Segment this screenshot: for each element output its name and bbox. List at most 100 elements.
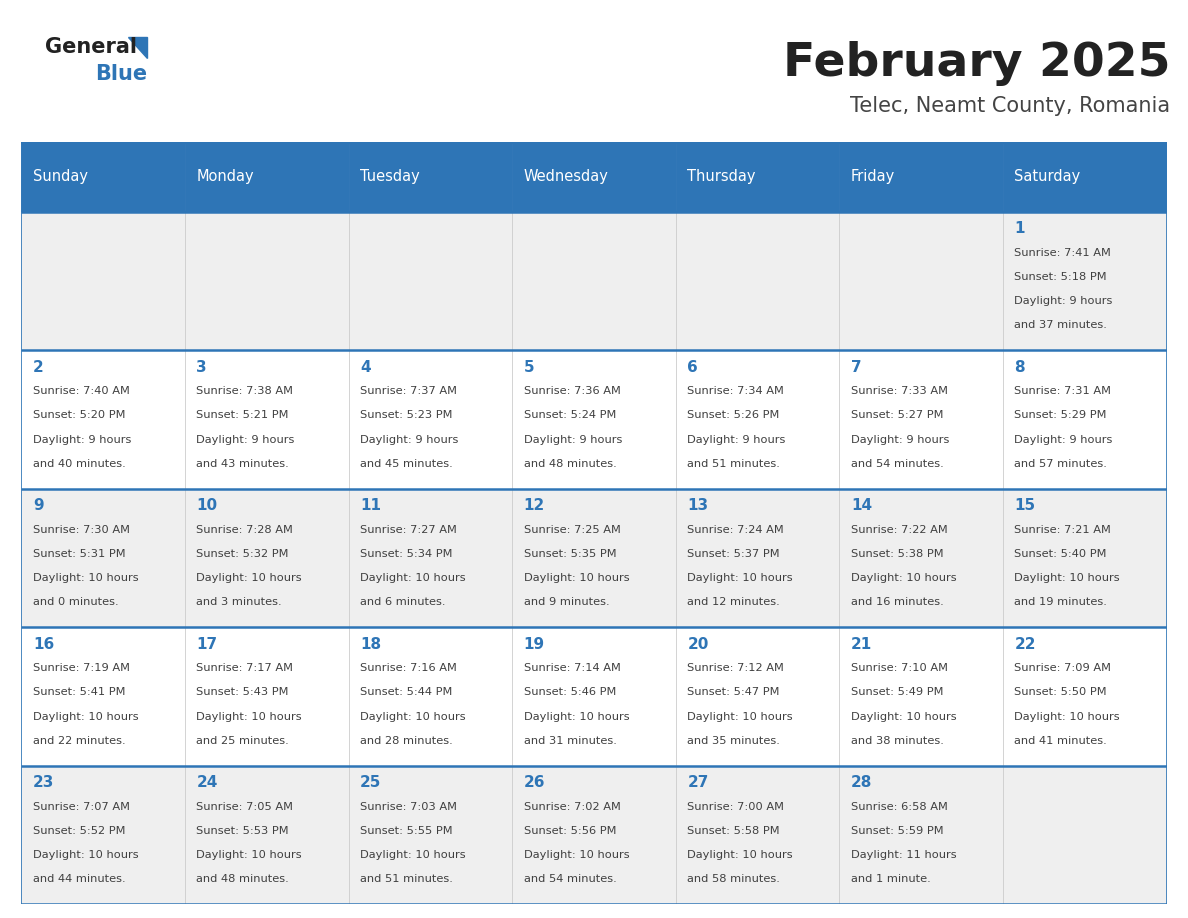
Text: February 2025: February 2025	[783, 41, 1170, 86]
FancyBboxPatch shape	[348, 142, 512, 211]
Text: Daylight: 9 hours: Daylight: 9 hours	[196, 434, 295, 444]
Text: and 25 minutes.: and 25 minutes.	[196, 736, 289, 746]
Text: 12: 12	[524, 498, 545, 513]
Text: 16: 16	[33, 637, 55, 652]
Text: Sunset: 5:18 PM: Sunset: 5:18 PM	[1015, 272, 1107, 282]
Text: 9: 9	[33, 498, 44, 513]
FancyBboxPatch shape	[21, 766, 1167, 904]
Text: 15: 15	[1015, 498, 1036, 513]
Text: 25: 25	[360, 776, 381, 790]
Text: Daylight: 9 hours: Daylight: 9 hours	[360, 434, 459, 444]
Text: Daylight: 9 hours: Daylight: 9 hours	[524, 434, 623, 444]
FancyBboxPatch shape	[21, 142, 185, 211]
FancyBboxPatch shape	[21, 350, 1167, 488]
Text: Daylight: 9 hours: Daylight: 9 hours	[1015, 434, 1113, 444]
Text: Blue: Blue	[95, 64, 147, 84]
Text: Daylight: 10 hours: Daylight: 10 hours	[524, 573, 630, 583]
Text: Daylight: 10 hours: Daylight: 10 hours	[360, 850, 466, 860]
Text: 13: 13	[687, 498, 708, 513]
Text: 19: 19	[524, 637, 545, 652]
Text: Sunset: 5:46 PM: Sunset: 5:46 PM	[524, 688, 617, 698]
Text: Sunrise: 7:09 AM: Sunrise: 7:09 AM	[1015, 663, 1112, 673]
Text: Daylight: 10 hours: Daylight: 10 hours	[360, 573, 466, 583]
FancyBboxPatch shape	[1003, 142, 1167, 211]
Text: and 48 minutes.: and 48 minutes.	[524, 459, 617, 469]
Text: Sunrise: 7:24 AM: Sunrise: 7:24 AM	[687, 525, 784, 534]
Text: and 51 minutes.: and 51 minutes.	[360, 875, 453, 884]
Text: 22: 22	[1015, 637, 1036, 652]
Text: Daylight: 10 hours: Daylight: 10 hours	[33, 711, 139, 722]
FancyBboxPatch shape	[21, 627, 1167, 766]
Text: Wednesday: Wednesday	[524, 170, 608, 185]
Text: Sunrise: 7:12 AM: Sunrise: 7:12 AM	[687, 663, 784, 673]
Text: and 45 minutes.: and 45 minutes.	[360, 459, 453, 469]
Text: and 44 minutes.: and 44 minutes.	[33, 875, 126, 884]
Text: and 22 minutes.: and 22 minutes.	[33, 736, 126, 746]
Text: 3: 3	[196, 360, 207, 375]
Text: and 38 minutes.: and 38 minutes.	[851, 736, 943, 746]
Text: Sunrise: 7:34 AM: Sunrise: 7:34 AM	[687, 386, 784, 396]
Text: Sunset: 5:59 PM: Sunset: 5:59 PM	[851, 826, 943, 836]
Text: Daylight: 9 hours: Daylight: 9 hours	[33, 434, 131, 444]
Text: 26: 26	[524, 776, 545, 790]
Text: 8: 8	[1015, 360, 1025, 375]
Text: Daylight: 10 hours: Daylight: 10 hours	[33, 573, 139, 583]
Text: 17: 17	[196, 637, 217, 652]
Text: Daylight: 10 hours: Daylight: 10 hours	[687, 850, 792, 860]
Text: Sunset: 5:31 PM: Sunset: 5:31 PM	[33, 549, 126, 559]
Text: 4: 4	[360, 360, 371, 375]
Text: Sunset: 5:49 PM: Sunset: 5:49 PM	[851, 688, 943, 698]
Text: Sunset: 5:41 PM: Sunset: 5:41 PM	[33, 688, 126, 698]
Text: 28: 28	[851, 776, 872, 790]
Text: Sunrise: 7:16 AM: Sunrise: 7:16 AM	[360, 663, 457, 673]
Text: Daylight: 10 hours: Daylight: 10 hours	[196, 850, 302, 860]
Text: and 41 minutes.: and 41 minutes.	[1015, 736, 1107, 746]
Text: Sunset: 5:38 PM: Sunset: 5:38 PM	[851, 549, 943, 559]
Text: Saturday: Saturday	[1015, 170, 1081, 185]
Text: and 54 minutes.: and 54 minutes.	[851, 459, 943, 469]
Text: General: General	[45, 37, 137, 57]
Text: and 48 minutes.: and 48 minutes.	[196, 875, 289, 884]
Text: Sunrise: 7:25 AM: Sunrise: 7:25 AM	[524, 525, 620, 534]
Text: Sunrise: 7:27 AM: Sunrise: 7:27 AM	[360, 525, 457, 534]
FancyBboxPatch shape	[21, 211, 1167, 350]
Text: Sunrise: 7:36 AM: Sunrise: 7:36 AM	[524, 386, 620, 396]
FancyBboxPatch shape	[840, 142, 1003, 211]
Text: Sunday: Sunday	[33, 170, 88, 185]
Text: Sunset: 5:32 PM: Sunset: 5:32 PM	[196, 549, 289, 559]
Text: Sunset: 5:35 PM: Sunset: 5:35 PM	[524, 549, 617, 559]
Text: Sunset: 5:34 PM: Sunset: 5:34 PM	[360, 549, 453, 559]
Text: Sunset: 5:24 PM: Sunset: 5:24 PM	[524, 410, 617, 420]
Text: Daylight: 10 hours: Daylight: 10 hours	[196, 711, 302, 722]
Text: Daylight: 10 hours: Daylight: 10 hours	[1015, 711, 1120, 722]
Text: 24: 24	[196, 776, 217, 790]
Text: Sunrise: 7:14 AM: Sunrise: 7:14 AM	[524, 663, 620, 673]
Text: and 51 minutes.: and 51 minutes.	[687, 459, 781, 469]
Text: Sunset: 5:47 PM: Sunset: 5:47 PM	[687, 688, 779, 698]
Text: and 43 minutes.: and 43 minutes.	[196, 459, 289, 469]
Text: Sunrise: 7:21 AM: Sunrise: 7:21 AM	[1015, 525, 1111, 534]
Text: 5: 5	[524, 360, 535, 375]
Text: Telec, Neamt County, Romania: Telec, Neamt County, Romania	[851, 96, 1170, 117]
Text: Sunset: 5:26 PM: Sunset: 5:26 PM	[687, 410, 779, 420]
Text: Daylight: 10 hours: Daylight: 10 hours	[196, 573, 302, 583]
Text: and 3 minutes.: and 3 minutes.	[196, 598, 282, 608]
Text: 18: 18	[360, 637, 381, 652]
Text: Daylight: 10 hours: Daylight: 10 hours	[1015, 573, 1120, 583]
Text: Sunset: 5:43 PM: Sunset: 5:43 PM	[196, 688, 289, 698]
Text: Daylight: 11 hours: Daylight: 11 hours	[851, 850, 956, 860]
Text: 27: 27	[687, 776, 708, 790]
Text: Sunrise: 7:31 AM: Sunrise: 7:31 AM	[1015, 386, 1112, 396]
Text: Sunrise: 7:30 AM: Sunrise: 7:30 AM	[33, 525, 129, 534]
Text: Tuesday: Tuesday	[360, 170, 419, 185]
Text: and 19 minutes.: and 19 minutes.	[1015, 598, 1107, 608]
Text: Daylight: 10 hours: Daylight: 10 hours	[851, 573, 956, 583]
Text: 1: 1	[1015, 221, 1025, 236]
Text: Sunrise: 7:07 AM: Sunrise: 7:07 AM	[33, 801, 129, 812]
Text: Sunset: 5:37 PM: Sunset: 5:37 PM	[687, 549, 779, 559]
FancyBboxPatch shape	[185, 142, 348, 211]
Text: and 6 minutes.: and 6 minutes.	[360, 598, 446, 608]
Text: Daylight: 10 hours: Daylight: 10 hours	[687, 573, 792, 583]
Text: Sunrise: 7:41 AM: Sunrise: 7:41 AM	[1015, 248, 1111, 258]
Text: Sunrise: 7:19 AM: Sunrise: 7:19 AM	[33, 663, 129, 673]
